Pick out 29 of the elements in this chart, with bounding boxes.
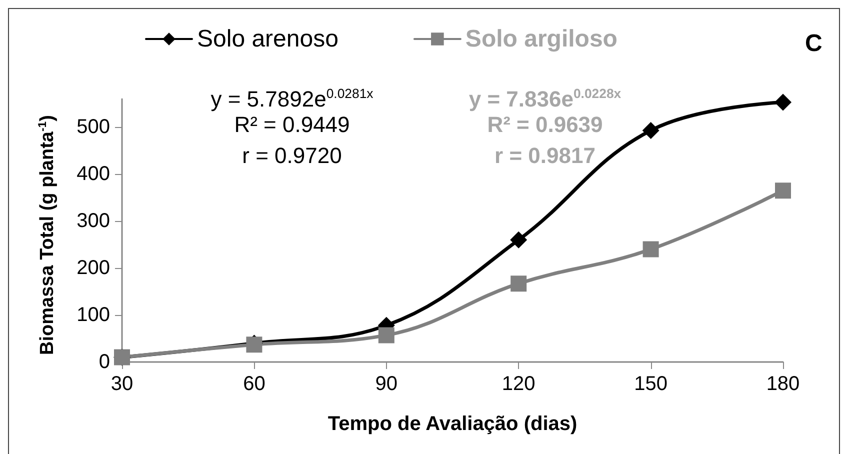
y-tick-label: 400	[76, 163, 110, 186]
x-axis-title: Tempo de Avaliação (dias)	[328, 413, 578, 435]
y-tick-label: 200	[76, 257, 110, 280]
point	[642, 241, 659, 258]
y-tick-label: 100	[76, 304, 110, 326]
x-tick-label: 150	[634, 373, 668, 395]
annotation: y = 7.836e$^{0.0228x}$	[468, 86, 622, 112]
annotation: r = 0.9817	[494, 142, 596, 170]
legend-label: Solo arenoso	[197, 26, 338, 52]
point	[642, 122, 660, 139]
x-tick-label: 90	[375, 373, 398, 395]
point	[774, 94, 792, 111]
annotation: r = 0.9720	[241, 142, 343, 170]
x-tick-label: 30	[110, 373, 134, 395]
annotation: y = 5.7892e$^{0.0281x}$	[210, 86, 374, 112]
point	[775, 182, 791, 199]
y-tick-label: 500	[76, 116, 110, 138]
x-tick-label: 120	[502, 373, 536, 395]
y-tick-label: 0	[98, 351, 110, 373]
y-tick-label: 300	[76, 210, 110, 232]
x-tick-label: 60	[243, 373, 266, 395]
annotation: R² = 0.9449	[234, 112, 350, 137]
annotation: R² = 0.9639	[487, 112, 603, 137]
legend-label: Solo argiloso	[465, 26, 618, 52]
point	[510, 231, 528, 248]
point	[510, 276, 527, 292]
point	[378, 327, 394, 344]
chart-title: C	[805, 30, 822, 58]
x-tick-label: 180	[766, 373, 800, 395]
